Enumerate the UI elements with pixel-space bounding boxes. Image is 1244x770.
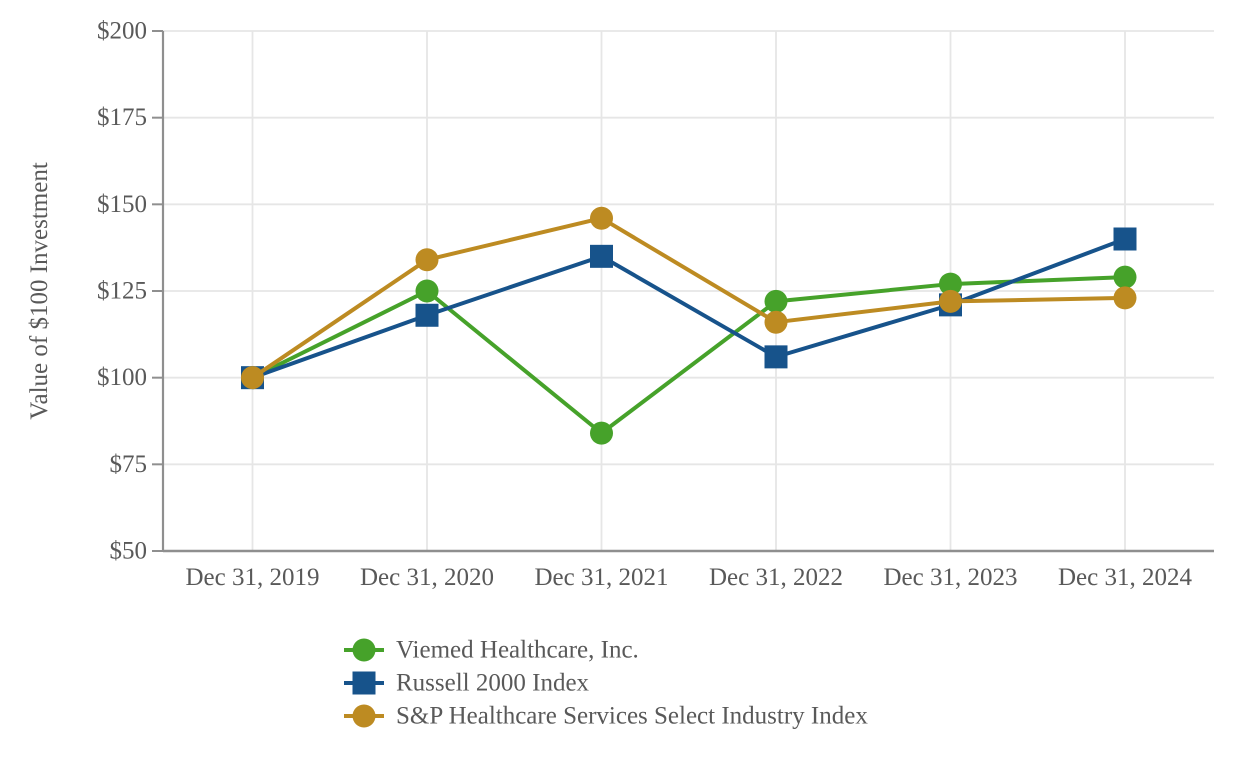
legend-item-viemed: Viemed Healthcare, Inc.	[344, 637, 639, 664]
y-tick-label: $100	[97, 364, 147, 391]
y-tick-label: $175	[97, 104, 147, 131]
y-tick-label: $150	[97, 191, 147, 218]
legend-item-sp-healthcare: S&P Healthcare Services Select Industry …	[344, 703, 868, 730]
data-point-viemed	[939, 272, 962, 296]
data-point-sp-healthcare	[1113, 286, 1137, 310]
y-tick-label: $200	[97, 18, 147, 45]
data-point-viemed	[590, 421, 613, 445]
data-point-viemed	[415, 279, 439, 303]
data-point-russell-2000	[1113, 227, 1137, 251]
data-point-sp-healthcare	[764, 310, 788, 334]
x-tick-label: Dec 31, 2019	[186, 564, 320, 591]
legend: Viemed Healthcare, Inc. Russell 2000 Inde…	[344, 637, 868, 730]
series-line-sp-healthcare	[251, 216, 1126, 380]
data-point-viemed	[1113, 265, 1137, 289]
y-tick-label: $50	[110, 538, 148, 565]
series-line-viemed	[251, 275, 1126, 436]
series-line-russell-2000	[251, 237, 1126, 380]
data-point-sp-healthcare	[415, 248, 439, 272]
y-axis-title: Value of $100 Investment	[26, 162, 53, 420]
x-tick-label: Dec 31, 2021	[535, 564, 669, 591]
series-layer	[241, 206, 1137, 445]
data-point-sp-healthcare	[241, 366, 264, 390]
grid-layer	[163, 30, 1214, 551]
axis-layer: $50 $75 $100 $125 $150 $175 $200 Dec 31, 2019 De…	[97, 18, 1214, 591]
x-tick-label: Dec 31, 2020	[360, 564, 494, 591]
data-point-sp-healthcare	[939, 289, 962, 313]
x-tick-label: Dec 31, 2022	[709, 564, 843, 591]
legend-label: Russell 2000 Index	[396, 670, 590, 697]
legend-marker-viemed	[352, 638, 376, 662]
x-tick-label: Dec 31, 2024	[1058, 564, 1192, 591]
data-point-viemed	[764, 289, 788, 313]
y-tick-label: $125	[97, 278, 147, 305]
legend-marker-sp-healthcare	[352, 704, 376, 728]
legend-label: Viemed Healthcare, Inc.	[396, 637, 639, 664]
data-point-sp-healthcare	[590, 206, 613, 230]
legend-marker-russell-2000	[352, 671, 376, 695]
data-point-russell-2000	[764, 345, 788, 369]
x-tick-label: Dec 31, 2023	[884, 564, 1018, 591]
y-tick-label: $75	[110, 451, 148, 478]
data-point-russell-2000	[590, 244, 613, 268]
data-point-russell-2000	[415, 303, 439, 327]
legend-label: S&P Healthcare Services Select Industry …	[396, 703, 868, 730]
legend-item-russell-2000: Russell 2000 Index	[344, 670, 590, 697]
